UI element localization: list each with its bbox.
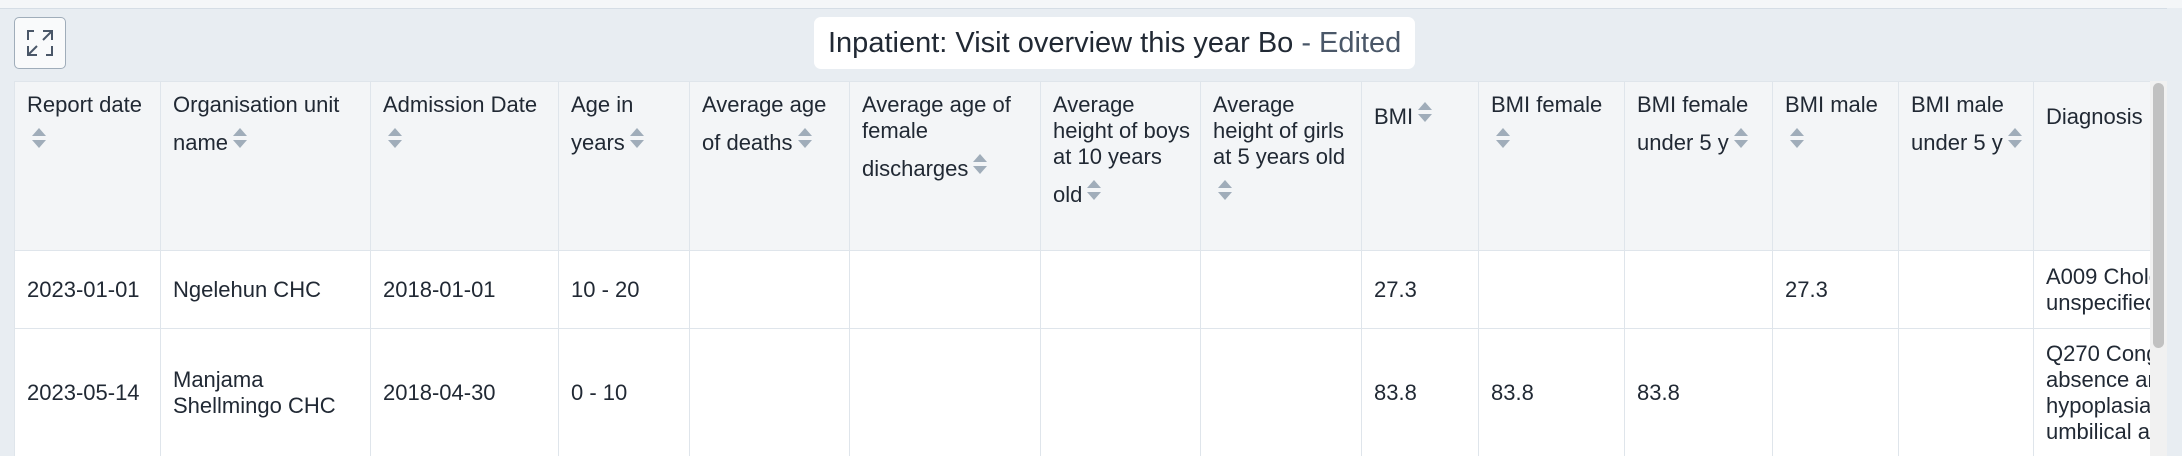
sort-icon[interactable] [629,126,645,150]
table-cell [849,328,1041,456]
header-label: Average age of deaths [702,92,827,155]
sort-icon[interactable] [387,126,403,150]
header-content: BMI male under 5 y [1911,92,2023,156]
header-content: BMI [1374,92,1468,130]
sort-icon[interactable] [972,152,988,176]
top-bar [0,0,2182,9]
header-label: BMI [1374,104,1414,129]
sort-icon[interactable] [232,126,248,150]
column-header[interactable]: Age in years [558,81,690,251]
table-cell [1200,328,1362,456]
header-content: Admission Date [383,92,548,156]
table-cell [1898,250,2034,329]
header-label: BMI male under 5 y [1911,92,2004,155]
header-row: Report date Organisation unit name Admissi… [14,81,2150,251]
table-cell [1624,250,1773,329]
column-header[interactable]: Diagnosis (ICD-10) [2033,81,2150,251]
table-cell [689,250,850,329]
sort-icon[interactable] [1733,126,1749,150]
header-label: BMI female under 5 y [1637,92,1749,155]
data-table: Report date Organisation unit name Admissi… [14,81,2150,456]
header-content: Average age of female discharges [862,92,1030,182]
header-content: Organisation unit name [173,92,360,156]
table-cell: 83.8 [1478,328,1625,456]
table-cell: 2018-04-30 [370,328,559,456]
column-header[interactable]: BMI female under 5 y [1624,81,1773,251]
sort-icon[interactable] [1495,126,1511,150]
title-text: Inpatient: Visit overview this year Bo [828,26,1294,59]
table-cell [849,250,1041,329]
table-cell: 10 - 20 [558,250,690,329]
table-row: 2023-05-14 Manjama Shellmingo CHC 2018-04-… [14,328,2150,456]
header-content: Average height of girls at 5 years old [1213,92,1351,208]
column-header[interactable]: Average height of boys at 10 years old [1040,81,1201,251]
table-cell [1200,250,1362,329]
header-content: BMI male [1785,92,1888,156]
table-cell: 2023-01-01 [14,250,161,329]
header-label: Average height of boys at 10 years old [1053,92,1190,207]
header-label: Age in years [571,92,634,155]
table-cell: 27.3 [1772,250,1899,329]
column-header[interactable]: Average age of female discharges [849,81,1041,251]
header-label: BMI female [1491,92,1603,117]
header-content: Average age of deaths [702,92,839,156]
header-label: Organisation unit name [173,92,340,155]
header-label: BMI male [1785,92,1878,117]
scrollbar-thumb[interactable] [2153,83,2164,348]
column-header[interactable]: Organisation unit name [160,81,371,251]
header-content: Report date [27,92,150,156]
header-label: Average height of girls at 5 years old [1213,92,1346,169]
column-header[interactable]: Average age of deaths [689,81,850,251]
expand-icon [27,30,53,56]
sort-icon[interactable] [1417,100,1433,124]
column-header[interactable]: BMI female [1478,81,1625,251]
sort-icon[interactable] [1217,178,1233,202]
visualization-title: Inpatient: Visit overview this year Bo -… [814,17,1416,69]
scrollbar[interactable] [2150,81,2167,456]
column-header[interactable]: Report date [14,81,161,251]
title-status: - Edited [1301,26,1402,59]
column-header[interactable]: BMI male [1772,81,1899,251]
header-content: BMI female [1491,92,1614,156]
column-header[interactable]: Average height of girls at 5 years old [1200,81,1362,251]
sort-icon[interactable] [2007,126,2023,150]
table-cell [1040,328,1201,456]
table-cell: Q270 Congenital absence and hypoplasia o… [2033,328,2150,456]
header-content: Age in years [571,92,679,156]
table-cell: 2023-05-14 [14,328,161,456]
table-cell [1772,328,1899,456]
sort-icon[interactable] [797,126,813,150]
header-label: Diagnosis (ICD-10) [2046,104,2150,129]
column-header[interactable]: Admission Date [370,81,559,251]
sort-icon[interactable] [1086,178,1102,202]
header-label: Report date [27,92,142,117]
table-cell: 2018-01-01 [370,250,559,329]
table-cell: Ngelehun CHC [160,250,371,329]
header-content: BMI female under 5 y [1637,92,1762,156]
table-cell: A009 Cholera, unspecified [2033,250,2150,329]
header-label: Admission Date [383,92,538,117]
table-row: 2023-01-01 Ngelehun CHC 2018-01-01 10 - 20 2… [14,250,2150,329]
header-content: Average height of boys at 10 years old [1053,92,1190,208]
sort-icon[interactable] [31,126,47,150]
table-cell [1478,250,1625,329]
table-cell: Manjama Shellmingo CHC [160,328,371,456]
table-cell: 83.8 [1624,328,1773,456]
header-content: Diagnosis (ICD-10) [2046,92,2150,130]
header-label: Average age of female discharges [862,92,1011,181]
background [2167,8,2182,456]
column-header[interactable]: BMI male under 5 y [1898,81,2034,251]
table-cell: 83.8 [1361,328,1479,456]
table-cell [1040,250,1201,329]
sort-icon[interactable] [1789,126,1805,150]
expand-button[interactable] [14,17,66,69]
column-header[interactable]: BMI [1361,81,1479,251]
table-cell [1898,328,2034,456]
table-cell: 27.3 [1361,250,1479,329]
table-cell [689,328,850,456]
table-cell: 0 - 10 [558,328,690,456]
table-container: Report date Organisation unit name Admissi… [14,81,2150,456]
